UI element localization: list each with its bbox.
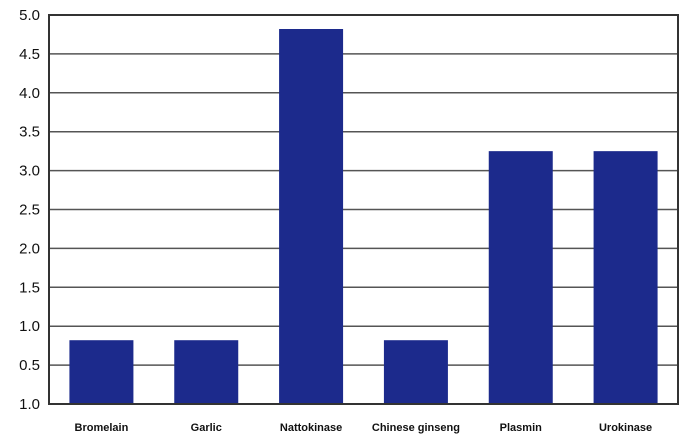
plot-frame: [48, 14, 679, 405]
bar: [279, 29, 344, 405]
y-tick-label: 5.0: [19, 7, 40, 24]
bar: [174, 340, 239, 404]
x-category-label: Nattokinase: [280, 422, 342, 434]
bar: [488, 151, 553, 404]
y-tick-label: 3.0: [19, 163, 40, 180]
x-category-label: Bromelain: [75, 422, 129, 434]
y-tick-label: 1.5: [19, 279, 40, 296]
bar: [593, 151, 658, 404]
y-axis-ticks: 1.0 0.5 1.0 1.5 2.0 2.5 3.0 3.5 4.0 4.5 5.0: [19, 7, 40, 413]
y-tick-label: 3.5: [19, 124, 40, 141]
y-tick-label: 1.0: [19, 396, 40, 413]
y-tick-label: 2.0: [19, 240, 40, 257]
y-tick-label: 0.5: [19, 357, 40, 374]
y-tick-label: 1.0: [19, 318, 40, 335]
y-tick-label: 2.5: [19, 202, 40, 219]
bar: [69, 340, 134, 404]
bar: [383, 340, 448, 404]
x-category-label: Plasmin: [500, 422, 542, 434]
grid-lines: [49, 53, 678, 366]
y-tick-label: 4.0: [19, 85, 40, 102]
x-category-label: Garlic: [191, 422, 222, 434]
x-axis-labels: Bromelain Garlic Nattokinase Chinese ginsen…: [75, 422, 653, 434]
x-category-label: Urokinase: [599, 422, 652, 434]
bars: [69, 29, 658, 405]
x-category-label: Chinese ginseng: [372, 422, 460, 434]
y-tick-label: 4.5: [19, 46, 40, 63]
